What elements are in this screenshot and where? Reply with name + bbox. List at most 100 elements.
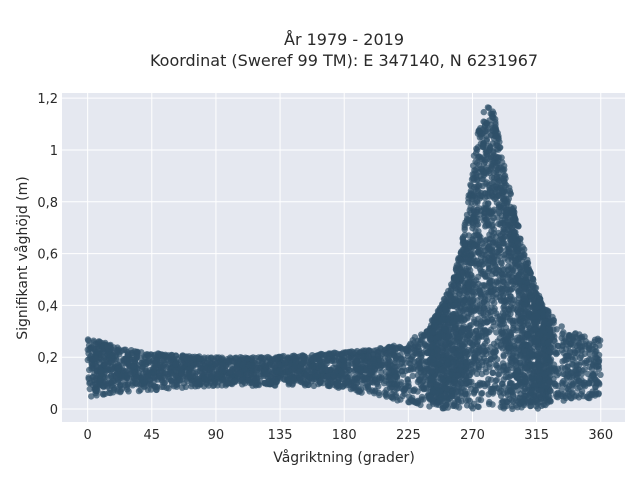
scatter-point [107, 373, 115, 380]
scatter-point [499, 159, 506, 166]
scatter-point [558, 346, 566, 353]
scatter-point [514, 367, 522, 374]
scatter-point [475, 307, 483, 315]
scatter-point [485, 104, 493, 112]
scatter-point [531, 367, 538, 374]
scatter-point [92, 380, 100, 387]
scatter-point [398, 359, 406, 366]
scatter-point [357, 348, 365, 355]
scatter-point [354, 376, 361, 384]
scatter-point [261, 380, 268, 387]
scatter-point [506, 187, 514, 195]
scatter-point [92, 387, 99, 395]
scatter-point [560, 370, 567, 378]
scatter-point [480, 298, 488, 306]
scatter-point [349, 349, 357, 356]
scatter-point [465, 192, 472, 199]
scatter-point [523, 364, 530, 371]
scatter-point [221, 376, 228, 383]
scatter-point [504, 313, 511, 321]
scatter-point [558, 387, 565, 394]
scatter-point [375, 389, 383, 397]
scatter-point [453, 338, 460, 346]
scatter-point [346, 372, 353, 379]
scatter-point [147, 380, 154, 388]
scatter-point [422, 342, 429, 349]
scatter-point [334, 382, 341, 389]
scatter-point [416, 376, 423, 383]
scatter-point [483, 164, 490, 171]
scatter-point [469, 175, 477, 182]
scatter-point [177, 363, 185, 371]
scatter-point [567, 394, 575, 402]
scatter-point [239, 376, 246, 384]
scatter-point [304, 379, 311, 386]
scatter-point [502, 324, 510, 331]
scatter-point [521, 302, 528, 309]
scatter-point [510, 304, 517, 312]
scatter-point [95, 339, 102, 346]
scatter-point [581, 342, 589, 350]
scatter-point [475, 182, 482, 189]
scatter-point [170, 383, 178, 390]
scatter-point [513, 353, 520, 360]
scatter-point [201, 354, 208, 361]
scatter-point [482, 327, 490, 335]
scatter-point [161, 374, 169, 381]
scatter-point [523, 273, 530, 281]
scatter-point [97, 376, 104, 384]
scatter-point [477, 193, 484, 200]
scatter-point [534, 405, 542, 412]
scatter-point [465, 273, 472, 281]
scatter-point [485, 245, 492, 252]
scatter-point [577, 391, 585, 398]
scatter-point [461, 226, 468, 233]
scatter-point [483, 132, 490, 140]
scatter-point [500, 229, 508, 236]
scatter-point [574, 385, 581, 392]
scatter-point [238, 354, 246, 362]
scatter-point [98, 350, 105, 358]
scatter-point [475, 153, 482, 160]
scatter-point [545, 310, 552, 317]
scatter-point [490, 226, 498, 233]
scatter-point [407, 364, 415, 371]
scatter-point [495, 371, 503, 378]
scatter-point [189, 372, 196, 379]
scatter-point [412, 342, 419, 349]
scatter-point [286, 360, 294, 368]
scatter-point [451, 274, 458, 281]
scatter-point [86, 380, 93, 387]
scatter-point [546, 326, 554, 334]
scatter-point [586, 350, 593, 358]
scatter-point [477, 323, 484, 330]
scatter-point [453, 388, 460, 395]
scatter-point [458, 329, 465, 336]
scatter-point [499, 271, 506, 278]
scatter-point [457, 256, 464, 263]
scatter-point [486, 142, 493, 150]
scatter-point [151, 374, 158, 381]
scatter-point [480, 175, 487, 183]
scatter-point [470, 359, 478, 366]
scatter-point [399, 392, 406, 400]
scatter-point [456, 296, 464, 303]
scatter-point [500, 168, 507, 175]
scatter-point [492, 183, 499, 190]
scatter-point [208, 373, 215, 380]
scatter-point [482, 357, 490, 365]
chart-title-line-1: År 1979 - 2019 [284, 30, 404, 49]
scatter-point [493, 376, 501, 384]
scatter-point [495, 170, 502, 177]
scatter-point [248, 362, 256, 369]
scatter-point [591, 354, 599, 361]
scatter-point [569, 389, 576, 396]
scatter-point [409, 372, 416, 380]
scatter-point [461, 299, 469, 306]
scatter-point [515, 223, 522, 230]
scatter-point [125, 388, 132, 395]
scatter-point [493, 132, 500, 140]
scatter-point [120, 355, 127, 363]
scatter-point [303, 372, 310, 379]
scatter-point [108, 366, 115, 373]
